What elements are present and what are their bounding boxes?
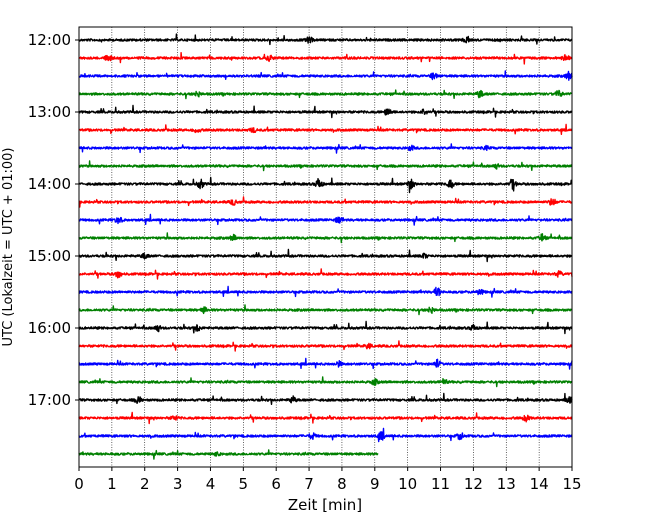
- x-tick-label-9: 9: [370, 475, 380, 493]
- y-tick-label-4: 16:00: [28, 319, 71, 337]
- x-tick-label-12: 12: [464, 475, 483, 493]
- trace-1545: [78, 304, 573, 316]
- x-tick-label-10: 10: [398, 475, 417, 493]
- x-tick-label-8: 8: [337, 475, 347, 493]
- y-axis-ticks: 12:00 13:00 14:00 15:00 16:00 17:00: [28, 31, 79, 409]
- x-axis-ticks: 0 1 2 3 4 5 6 7 8 9 10 11 12 13 14 15: [74, 467, 582, 493]
- plot-frame: [78, 26, 573, 468]
- x-axis-label: Zeit [min]: [288, 496, 362, 514]
- trace-1430: [78, 213, 573, 226]
- trace-1745: [78, 449, 379, 460]
- trace-1530: [78, 285, 573, 298]
- y-tick-label-2: 14:00: [28, 175, 71, 193]
- trace-1230: [78, 70, 573, 81]
- x-tick-label-6: 6: [271, 475, 281, 493]
- x-tick-label-4: 4: [206, 475, 216, 493]
- trace-1615: [78, 340, 573, 352]
- trace-1445: [78, 232, 573, 244]
- x-tick-label-15: 15: [562, 475, 581, 493]
- y-tick-label-3: 15:00: [28, 247, 71, 265]
- trace-1400: [78, 176, 573, 194]
- x-tick-label-7: 7: [304, 475, 314, 493]
- trace-1730: [78, 427, 573, 443]
- trace-1645: [78, 376, 573, 388]
- trace-1500: [78, 248, 573, 263]
- trace-1200: [78, 33, 573, 46]
- trace-1415: [78, 196, 573, 208]
- trace-1330: [78, 143, 573, 154]
- x-tick-label-1: 1: [107, 475, 117, 493]
- trace-1630: [78, 357, 573, 370]
- trace-1715: [78, 411, 573, 425]
- x-tick-label-5: 5: [239, 475, 249, 493]
- x-tick-label-11: 11: [431, 475, 450, 493]
- x-tick-label-0: 0: [74, 475, 84, 493]
- trace-1700: [78, 392, 573, 405]
- y-axis-label: UTC (Lokalzeit = UTC + 01:00): [1, 148, 16, 347]
- trace-1300: [78, 104, 573, 119]
- x-tick-label-13: 13: [497, 475, 516, 493]
- y-tick-label-0: 12:00: [28, 31, 71, 49]
- seismic-traces: [78, 33, 573, 460]
- y-tick-label-5: 17:00: [28, 391, 71, 409]
- x-tick-label-3: 3: [173, 475, 183, 493]
- trace-1600: [78, 320, 573, 335]
- x-tick-label-2: 2: [140, 475, 150, 493]
- trace-1215: [78, 52, 573, 65]
- x-tick-label-14: 14: [530, 475, 549, 493]
- y-tick-label-1: 13:00: [28, 103, 71, 121]
- trace-1245: [78, 89, 573, 100]
- trace-1345: [78, 160, 573, 172]
- trace-1315: [78, 123, 573, 136]
- grid-lines: [111, 27, 540, 467]
- trace-1515: [78, 268, 573, 280]
